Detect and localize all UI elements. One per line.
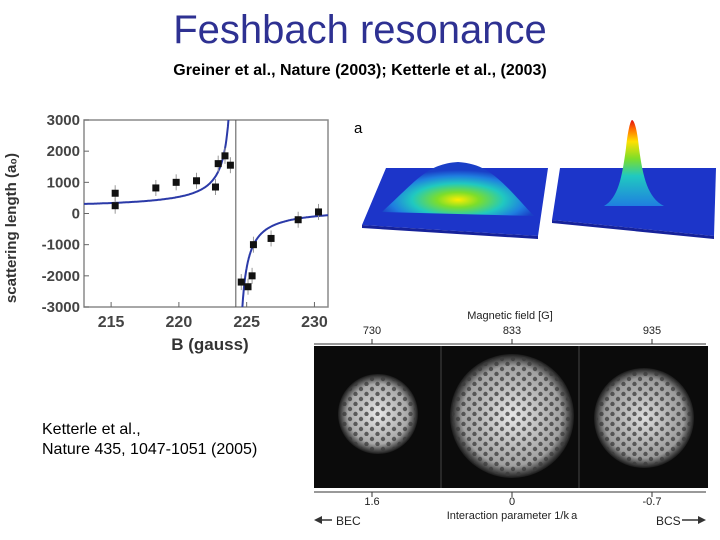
- x-tick-label: 225: [233, 314, 260, 331]
- data-point: [214, 160, 222, 168]
- bec-label: BEC: [336, 514, 361, 528]
- y-tick-label: 3000: [47, 112, 80, 129]
- data-point: [237, 278, 245, 286]
- reference-line-2: Nature 435, 1047-1051 (2005): [42, 441, 258, 458]
- arrow-right-icon: [698, 516, 706, 524]
- vortex-image-bec: [314, 346, 442, 488]
- y-axis-label: scattering length (a₀): [3, 153, 20, 303]
- data-point: [267, 234, 275, 242]
- y-tick-label: -2000: [42, 268, 80, 285]
- data-point: [226, 161, 234, 169]
- data-point: [248, 272, 256, 280]
- panel-label: a: [354, 120, 363, 137]
- data-point: [152, 184, 160, 192]
- data-point: [111, 202, 119, 210]
- fit-curve-left: [84, 120, 230, 205]
- field-tick: 730: [362, 325, 382, 337]
- data-point: [172, 178, 180, 186]
- arrow-left-icon: [314, 516, 322, 524]
- x-tick-label: 230: [301, 314, 328, 331]
- slide-subtitle: Greiner et al., Nature (2003); Ketterle …: [173, 62, 547, 79]
- data-point: [244, 283, 252, 291]
- field-tick: 935: [642, 325, 662, 337]
- scattering-length-chart: 215 220 225 230 3000 2000 1000 0 -1000 -2000 -3000…: [3, 112, 329, 354]
- bcs-label: BCS: [656, 514, 681, 528]
- y-tick-label: 2000: [47, 143, 80, 160]
- y-tick-label: 1000: [47, 174, 80, 191]
- y-tick-label: -3000: [42, 299, 80, 316]
- data-point: [211, 183, 219, 191]
- data-point: [193, 177, 201, 185]
- field-tick: 833: [502, 325, 522, 337]
- density-peak-broad: [362, 162, 548, 239]
- interaction-parameter-label: Interaction parameter 1/k a: [446, 510, 578, 522]
- vortex-lattice-panel: Magnetic field [G] 730 833 935: [312, 308, 708, 536]
- vortex-image-bcs: [582, 346, 708, 488]
- interaction-tick: 1.6: [364, 496, 380, 508]
- reference-line-1: Ketterle et al.,: [42, 421, 141, 438]
- y-tick-label: -1000: [42, 237, 80, 254]
- x-tick-label: 220: [166, 314, 193, 331]
- slide-title: Feshbach resonance: [173, 8, 547, 52]
- density-peak-sharp: [552, 120, 716, 239]
- interaction-tick: 0: [508, 496, 516, 508]
- data-point: [221, 152, 229, 160]
- data-point: [249, 241, 257, 249]
- magnetic-field-title: Magnetic field [G]: [467, 310, 553, 322]
- vortex-images: [314, 346, 708, 488]
- data-point: [315, 208, 323, 216]
- x-axis-label: B (gauss): [171, 335, 248, 354]
- vortex-image-unitary: [444, 346, 580, 488]
- data-point: [111, 189, 119, 197]
- data-point: [294, 216, 302, 224]
- interaction-axis: 1.6 0 -0.7 BEC Interaction parameter 1/k…: [312, 490, 708, 536]
- x-tick-label: 215: [98, 314, 125, 331]
- plot-frame: [83, 119, 329, 308]
- reference-text: Ketterle et al., Nature 435, 1047-1051 (…: [42, 420, 257, 460]
- field-axis: [314, 339, 706, 345]
- interaction-tick: -0.7: [642, 496, 662, 508]
- y-tick-label: 0: [72, 206, 80, 223]
